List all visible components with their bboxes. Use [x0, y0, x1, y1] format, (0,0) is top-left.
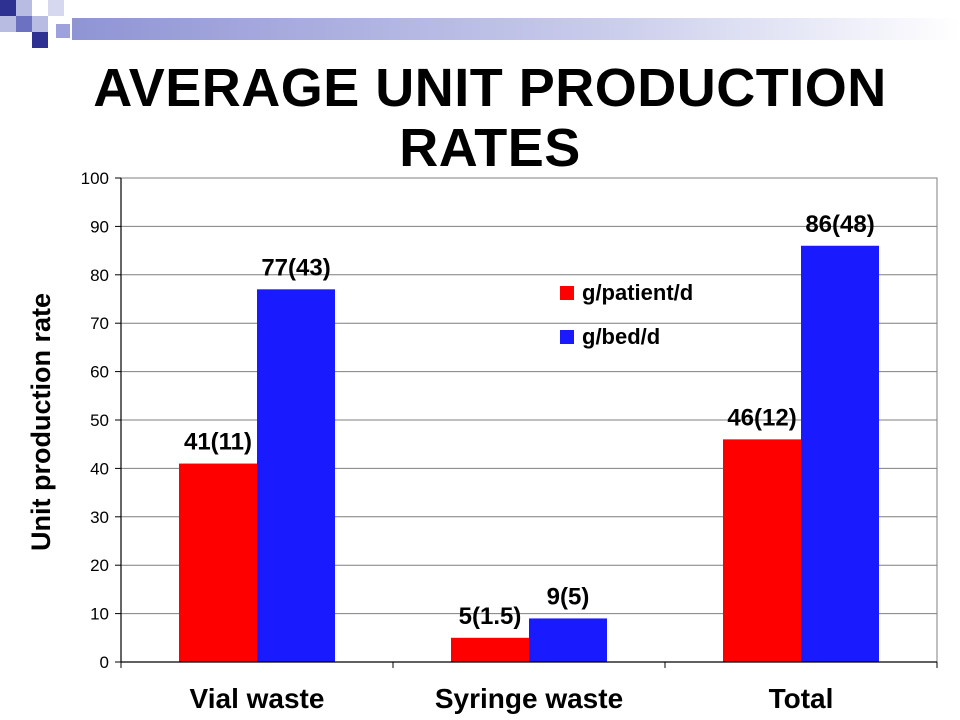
legend-label-g-bed-d: g/bed/d [582, 324, 660, 349]
y-axis-title: Unit production rate [26, 293, 56, 551]
axes: 0 10 20 30 40 50 60 70 80 90 100 [81, 169, 938, 672]
x-category-label-total: Total [769, 683, 834, 714]
y-tick-label-90: 90 [90, 217, 109, 236]
data-label-total-g-patient-d: 46(12) [727, 404, 796, 431]
bar-total-g-bed-d [801, 245, 879, 662]
bar-vial-waste-g-patient-d [179, 463, 257, 662]
y-tick-label-100: 100 [81, 169, 109, 188]
bar-vial-waste-g-bed-d [257, 289, 335, 662]
y-tick-label-20: 20 [90, 556, 109, 575]
data-label-vial-waste-g-patient-d: 41(11) [184, 429, 252, 456]
data-label-syringe-waste-g-patient-d: 5(1.5) [459, 603, 522, 630]
header-square-light-4 [48, 0, 64, 16]
header-square-dark-2 [16, 16, 32, 32]
data-label-syringe-waste-g-bed-d: 9(5) [547, 583, 590, 610]
y-tick-label-50: 50 [90, 411, 109, 430]
header-gradient-bar [72, 18, 960, 40]
y-tick-label-70: 70 [90, 314, 109, 333]
header-square-light-5 [56, 24, 70, 38]
bar-total-g-patient-d [723, 439, 801, 662]
y-tick-label-0: 0 [100, 653, 109, 672]
header-square-light-3 [32, 16, 48, 32]
bar-syringe-waste-g-bed-d [529, 618, 607, 662]
y-tick-label-80: 80 [90, 266, 109, 285]
y-tick-label-60: 60 [90, 363, 109, 382]
bar-syringe-waste-g-patient-d [451, 637, 529, 662]
slide-title: AVERAGE UNIT PRODUCTION RATES [93, 58, 887, 178]
data-label-vial-waste-g-bed-d: 77(43) [261, 254, 330, 281]
legend-label-g-patient-d: g/patient/d [582, 280, 693, 305]
legend-swatch-g-patient-d [560, 286, 574, 300]
bars [179, 245, 879, 662]
y-tick-label-30: 30 [90, 508, 109, 527]
header-square-light-1 [16, 0, 32, 16]
labels: 41(11) 77(43) Vial waste 5(1.5) 9(5) Syringe … [26, 211, 875, 714]
header-square-dark-1 [0, 0, 16, 16]
legend-swatch-g-bed-d [560, 330, 574, 344]
slide-header-decoration [0, 0, 960, 48]
legend: g/patient/d g/bed/d [560, 280, 693, 349]
header-square-dark-3 [32, 32, 48, 48]
x-category-label-syringe-waste: Syringe waste [435, 683, 623, 714]
data-label-total-g-bed-d: 86(48) [805, 211, 874, 238]
y-tick-label-40: 40 [90, 459, 109, 478]
y-tick-label-10: 10 [90, 605, 109, 624]
x-category-label-vial-waste: Vial waste [190, 683, 325, 714]
header-square-light-2 [0, 16, 16, 32]
